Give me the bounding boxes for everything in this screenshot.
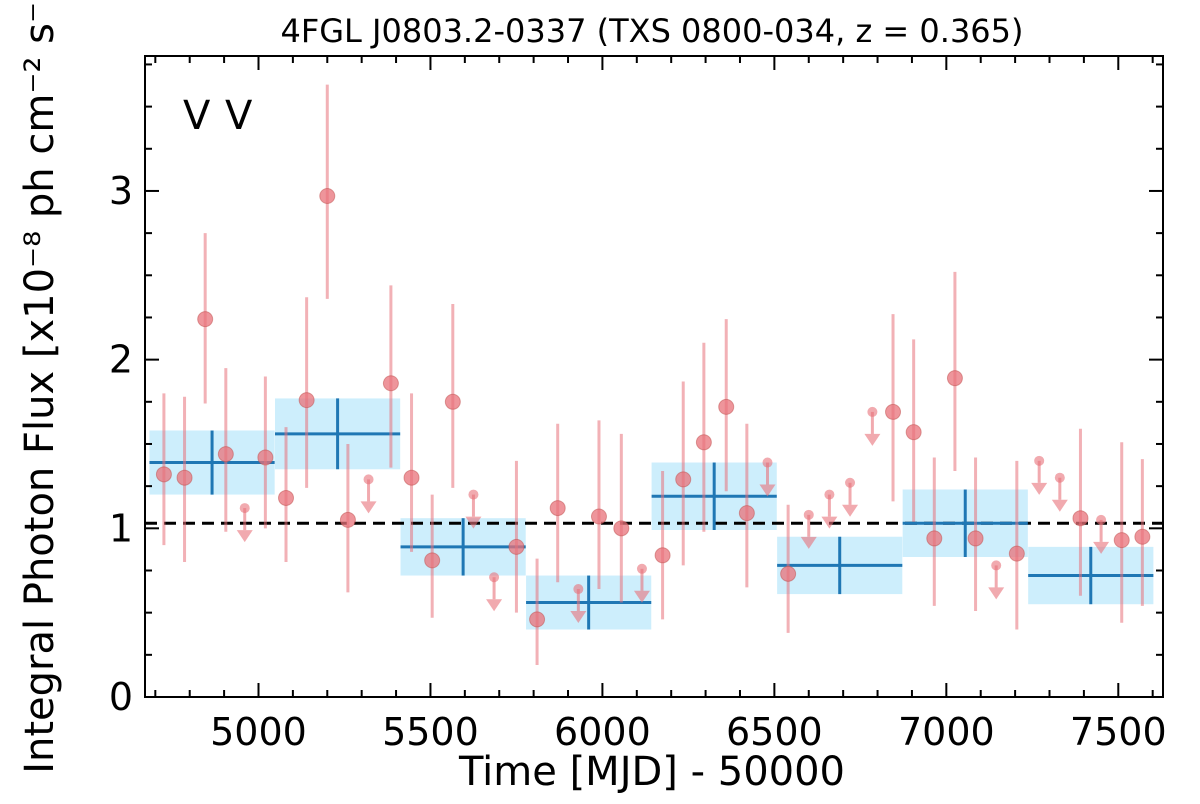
upper-limit-arrow — [1051, 499, 1068, 512]
upper-limit-arrow — [800, 536, 817, 549]
short-bin-point — [529, 611, 546, 628]
short-bin-point — [926, 530, 943, 547]
upper-limit-arrow — [236, 530, 253, 543]
short-bin-point — [508, 538, 525, 555]
x-tick-label: 7000 — [898, 710, 995, 754]
upper-limit-arrow — [1093, 541, 1110, 554]
short-bin-point — [298, 392, 315, 409]
short-bin-point — [197, 311, 214, 328]
short-bin-point — [675, 471, 692, 488]
short-bin-point — [1072, 510, 1089, 527]
short-bin-point — [176, 469, 193, 486]
x-tick-label: 7500 — [1070, 710, 1167, 754]
short-bin-point — [403, 469, 420, 486]
long-bin-errorbars — [149, 398, 1154, 630]
short-bin-point — [155, 466, 172, 483]
x-tick-label: 5500 — [382, 710, 479, 754]
variability-flag-long: V — [183, 93, 211, 139]
short-bin-point — [382, 375, 399, 392]
upper-limit-arrow — [842, 504, 859, 517]
y-tick-label: 1 — [109, 506, 133, 550]
short-bin-point — [885, 403, 902, 420]
upper-limit-arrow — [465, 516, 482, 529]
plot-frame — [144, 55, 1164, 698]
y-axis-label: Integral Photon Flux [x10⁻⁸ ph cm⁻² s⁻¹] — [17, 0, 63, 774]
upper-limit-arrow — [360, 501, 377, 514]
short-bin-point — [319, 188, 336, 205]
x-axis-label: Time [MJD] - 50000 — [458, 749, 845, 795]
x-tick-label: 6000 — [554, 710, 651, 754]
upper-limit-arrow — [1031, 482, 1048, 495]
short-bin-point — [217, 446, 234, 463]
upper-limit-arrow — [864, 433, 881, 446]
short-bin-point — [967, 530, 984, 547]
short-bin-point — [905, 424, 922, 441]
y-tick-label: 3 — [109, 169, 133, 213]
short-bin-point — [780, 565, 797, 582]
upper-limit-arrow — [570, 611, 587, 624]
short-bin-point — [613, 520, 630, 537]
short-bin-point — [1008, 545, 1025, 562]
y-tick-label: 2 — [109, 338, 133, 382]
short-bin-point — [946, 370, 963, 387]
short-bin-point — [257, 449, 274, 466]
short-bin-point — [590, 508, 607, 525]
short-bin-point — [718, 398, 735, 415]
short-bin-point — [1134, 528, 1151, 545]
upper-limit-arrow — [633, 590, 650, 603]
chart-title: 4FGL J0803.2-0337 (TXS 0800-034, z = 0.3… — [280, 12, 1023, 50]
upper-limit-arrow — [759, 484, 776, 497]
short-bin-point — [339, 511, 356, 528]
upper-limit-arrow — [486, 599, 503, 612]
short-bin-point — [549, 500, 566, 517]
upper-limit-arrow — [988, 587, 1005, 600]
variability-flag-short: V — [225, 93, 253, 139]
short-bin-point — [695, 434, 712, 451]
x-tick-label: 6500 — [726, 710, 823, 754]
short-bin-point — [738, 505, 755, 522]
short-bin-point — [424, 552, 441, 569]
short-bin-point — [654, 547, 671, 564]
axes: 5000 5500 6000 6500 7000 7500 0 1 2 3 — [109, 55, 1167, 754]
x-tick-label: 5000 — [210, 710, 307, 754]
short-bin-point — [444, 393, 461, 410]
short-bin-point — [278, 489, 295, 506]
short-bin-points — [155, 84, 1151, 665]
upper-limit-arrow — [821, 516, 838, 529]
short-bin-point — [1113, 532, 1130, 549]
y-tick-label: 0 — [109, 675, 133, 719]
